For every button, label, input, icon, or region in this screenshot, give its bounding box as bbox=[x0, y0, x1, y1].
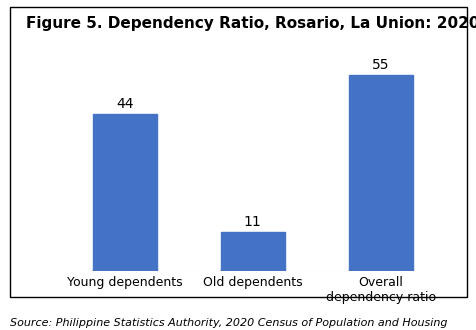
Text: Source: Philippine Statistics Authority, 2020 Census of Population and Housing: Source: Philippine Statistics Authority,… bbox=[10, 318, 446, 328]
Bar bbox=[348, 75, 412, 271]
Bar bbox=[220, 232, 284, 271]
Text: 11: 11 bbox=[243, 214, 261, 229]
Text: 44: 44 bbox=[116, 97, 133, 112]
Title: Figure 5. Dependency Ratio, Rosario, La Union: 2020: Figure 5. Dependency Ratio, Rosario, La … bbox=[26, 16, 476, 31]
Text: 55: 55 bbox=[371, 58, 389, 72]
Bar bbox=[92, 114, 156, 271]
